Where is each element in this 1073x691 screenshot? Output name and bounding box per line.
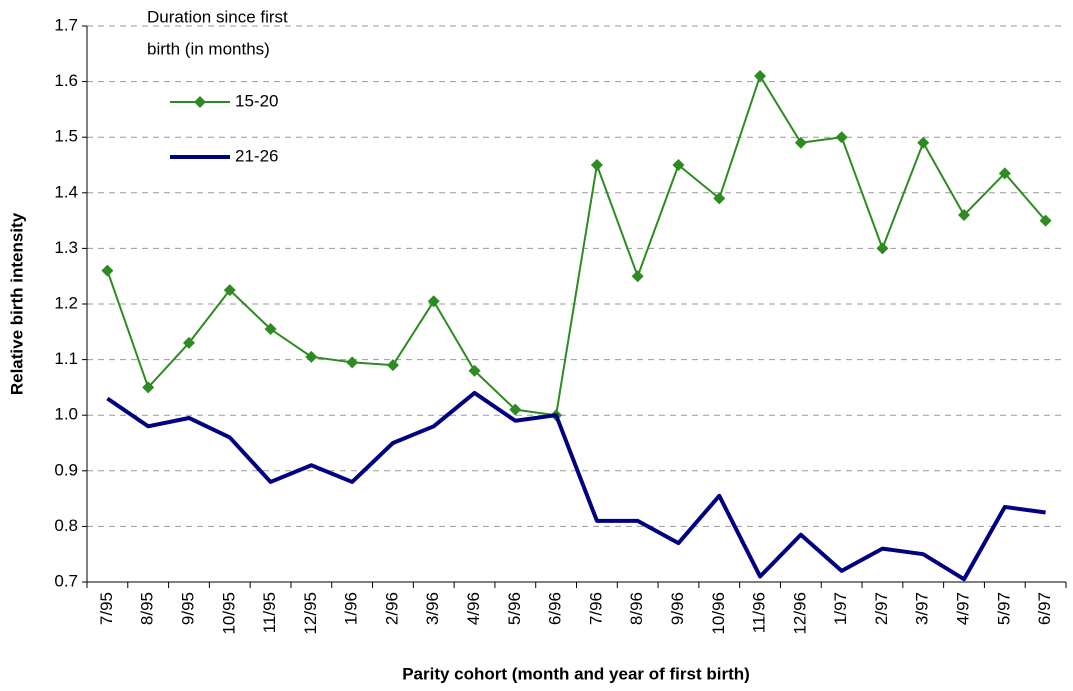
data-point: [998, 167, 1011, 180]
x-tick-label: 8/95: [138, 592, 157, 625]
data-point: [468, 364, 481, 377]
series-line: [106, 75, 1047, 417]
data-point: [142, 381, 155, 394]
legend-marker: [194, 96, 206, 108]
x-tick-label: 6/97: [1035, 592, 1054, 625]
data-point: [590, 159, 603, 171]
data-point: [713, 192, 726, 205]
x-tick-label: 10/96: [709, 592, 728, 635]
y-tick-label: 1.1: [54, 349, 78, 368]
legend-title: Duration since first: [147, 7, 288, 26]
y-tick-label: 1.2: [54, 293, 78, 312]
data-point: [223, 284, 236, 297]
legend-label: 21-26: [235, 146, 278, 165]
data-point: [917, 136, 930, 149]
data-point: [835, 131, 848, 144]
x-axis-title: Parity cohort (month and year of first b…: [402, 664, 750, 683]
x-tick-label: 5/97: [994, 592, 1013, 625]
data-point: [672, 159, 685, 171]
y-tick-label: 1.6: [54, 71, 78, 90]
data-point: [305, 350, 318, 363]
y-tick-label: 1.3: [54, 238, 78, 257]
data-point: [386, 359, 399, 372]
y-tick-label: 0.9: [54, 460, 78, 479]
data-point: [427, 295, 440, 308]
data-point: [101, 264, 114, 277]
x-tick-label: 11/96: [750, 592, 769, 633]
data-point: [876, 242, 889, 255]
x-tick-label: 10/95: [219, 592, 238, 635]
y-tick-label: 1.5: [54, 127, 78, 146]
legend-label: 15-20: [235, 91, 278, 110]
y-tick-label: 0.7: [54, 571, 78, 590]
data-point: [182, 336, 195, 349]
x-tick-label: 8/96: [627, 592, 646, 625]
y-axis-title: Relative birth intensity: [7, 212, 26, 395]
x-tick-label: 7/95: [97, 592, 116, 625]
x-tick-label: 11/95: [260, 592, 279, 633]
x-tick-label: 3/96: [423, 592, 442, 625]
x-tick-label: 12/95: [301, 592, 320, 635]
data-point: [1039, 214, 1052, 227]
x-tick-label: 9/96: [668, 592, 687, 625]
x-tick-label: 7/96: [586, 592, 605, 625]
x-tick-label: 6/96: [546, 592, 565, 625]
x-tick-label: 12/96: [790, 592, 809, 635]
y-tick-label: 1.0: [54, 405, 78, 424]
x-tick-label: 9/95: [178, 592, 197, 625]
y-tick-label: 1.7: [54, 15, 78, 34]
x-tick-label: 2/96: [382, 592, 401, 625]
x-tick-label: 2/97: [872, 592, 891, 625]
x-tick-label: 4/96: [464, 592, 483, 625]
y-tick-label: 0.8: [54, 516, 78, 535]
data-point: [509, 403, 522, 416]
x-tick-label: 3/97: [913, 592, 932, 625]
data-point: [264, 323, 277, 336]
x-tick-label: 5/96: [505, 592, 524, 625]
data-point: [346, 356, 359, 369]
series-line: [106, 390, 1046, 582]
data-point: [958, 209, 971, 222]
y-tick-label: 1.4: [54, 182, 78, 201]
legend-title: birth (in months): [147, 39, 270, 58]
data-point: [794, 136, 807, 149]
x-tick-label: 1/96: [342, 592, 361, 625]
x-tick-label: 1/97: [831, 592, 850, 625]
x-tick-label: 4/97: [954, 592, 973, 625]
data-point: [754, 70, 767, 83]
data-point: [631, 270, 644, 283]
